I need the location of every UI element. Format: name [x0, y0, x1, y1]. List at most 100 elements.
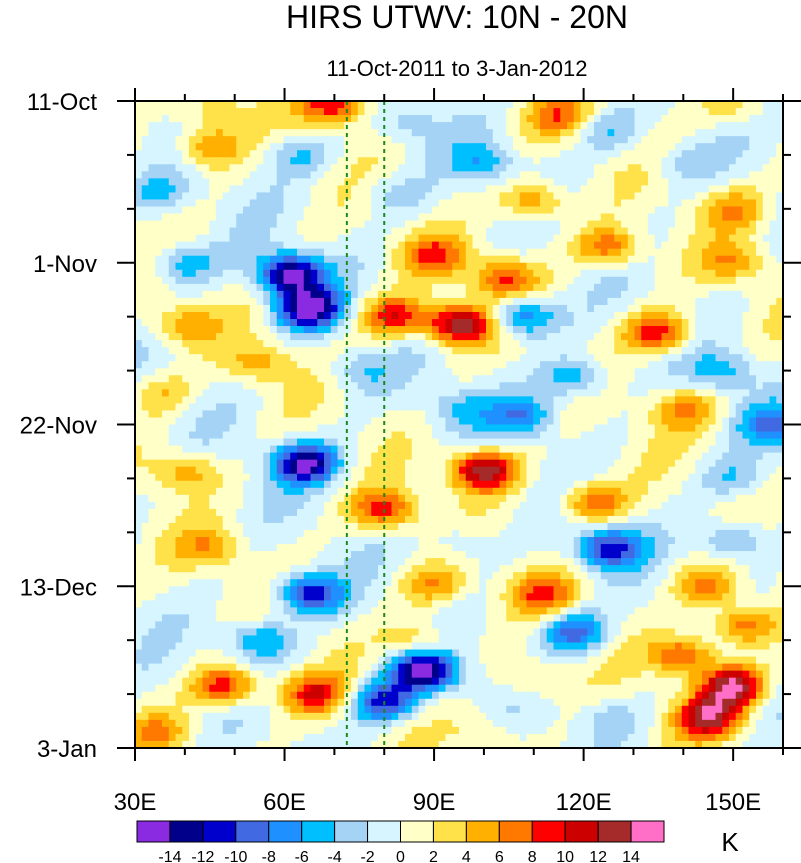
field-cell: [722, 164, 730, 172]
field-cell: [337, 438, 345, 447]
field-cell: [189, 192, 197, 201]
field-cell: [378, 262, 386, 271]
field-cell: [445, 424, 453, 433]
field-cell: [175, 340, 183, 348]
field-cell: [573, 361, 582, 369]
field-cell: [506, 361, 514, 369]
field-cell: [222, 227, 231, 236]
field-cell: [317, 375, 325, 383]
field-cell: [607, 311, 615, 320]
field-cell: [465, 178, 474, 186]
field-cell: [276, 276, 285, 285]
field-cell: [729, 424, 737, 433]
field-cell: [729, 340, 737, 348]
field-cell: [648, 382, 656, 390]
field-cell: [317, 220, 325, 229]
field-cell: [425, 276, 433, 285]
field-cell: [762, 347, 771, 355]
field-cell: [459, 248, 467, 257]
field-cell: [189, 220, 197, 229]
field-cell: [486, 396, 494, 404]
field-cell: [162, 389, 170, 397]
field-cell: [756, 101, 764, 109]
field-cell: [297, 185, 305, 194]
field-cell: [411, 333, 420, 341]
field-cell: [675, 234, 683, 243]
field-cell: [418, 326, 426, 334]
field-cell: [580, 171, 588, 179]
field-cell: [654, 340, 663, 348]
field-cell: [263, 213, 271, 222]
field-cell: [749, 438, 757, 447]
field-cell: [769, 347, 777, 355]
field-cell: [621, 311, 629, 320]
field-cell: [418, 241, 426, 250]
field-cell: [303, 311, 312, 320]
field-cell: [411, 101, 420, 109]
field-cell: [634, 164, 642, 172]
field-cell: [317, 129, 325, 137]
field-cell: [580, 410, 588, 419]
field-cell: [148, 115, 156, 123]
field-cell: [371, 178, 379, 186]
field-cell: [681, 445, 690, 454]
field-cell: [681, 199, 690, 208]
field-cell: [391, 424, 399, 433]
field-cell: [391, 340, 399, 348]
field-cell: [668, 438, 676, 447]
field-cell: [573, 304, 582, 313]
field-cell: [391, 304, 399, 313]
field-cell: [351, 410, 359, 419]
field-cell: [607, 122, 615, 130]
field-cell: [627, 108, 636, 116]
field-cell: [634, 361, 642, 369]
field-cell: [283, 192, 291, 201]
field-cell: [479, 340, 487, 348]
field-cell: [762, 283, 771, 292]
field-cell: [573, 185, 582, 194]
field-cell: [148, 276, 156, 285]
field-cell: [702, 220, 710, 229]
field-cell: [283, 150, 291, 158]
field-cell: [661, 171, 669, 179]
field-cell: [317, 459, 325, 468]
field-cell: [364, 199, 372, 208]
field-cell: [459, 164, 467, 172]
field-cell: [256, 108, 264, 116]
field-cell: [432, 368, 440, 376]
field-cell: [175, 368, 183, 376]
field-cell: [742, 276, 750, 285]
field-cell: [560, 192, 568, 201]
field-cell: [546, 438, 555, 447]
field-cell: [506, 304, 514, 313]
field-cell: [492, 389, 501, 397]
field-cell: [722, 347, 730, 355]
field-cell: [641, 199, 649, 208]
field-cell: [749, 241, 757, 250]
field-cell: [735, 361, 744, 369]
field-cell: [256, 297, 264, 306]
field-cell: [533, 438, 541, 447]
field-cell: [729, 164, 737, 172]
field-cell: [236, 143, 244, 151]
field-cell: [641, 136, 649, 144]
field-cell: [351, 136, 359, 144]
field-cell: [715, 382, 723, 390]
field-cell: [270, 101, 278, 109]
field-cell: [216, 347, 224, 355]
field-cell: [425, 424, 433, 433]
field-cell: [418, 178, 426, 186]
field-cell: [600, 424, 609, 433]
field-cell: [702, 108, 710, 116]
field-cell: [661, 269, 669, 278]
field-cell: [749, 431, 757, 440]
field-cell: [735, 150, 744, 158]
field-cell: [567, 136, 575, 144]
field-cell: [324, 304, 332, 313]
field-cell: [695, 311, 703, 320]
field-cell: [276, 333, 285, 341]
field-cell: [229, 445, 237, 454]
field-cell: [735, 438, 744, 447]
field-cell: [600, 340, 609, 348]
field-cell: [519, 290, 528, 299]
